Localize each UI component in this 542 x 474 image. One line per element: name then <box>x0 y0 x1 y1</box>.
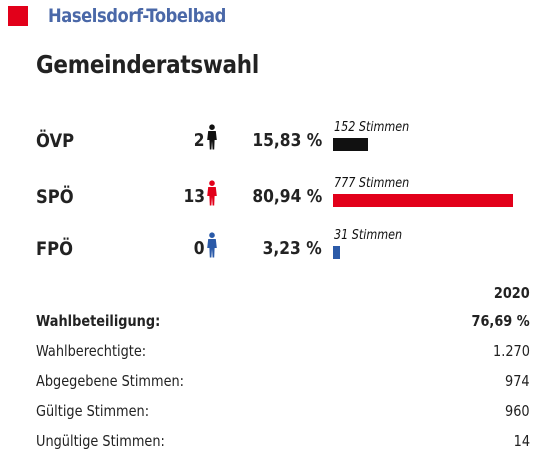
stats-row: Wahlberechtigte: 1.270 <box>36 336 530 366</box>
seat-count: 2 <box>194 130 205 151</box>
stats-value: 1.270 <box>493 342 530 360</box>
stats-row: Abgegebene Stimmen: 974 <box>36 366 530 396</box>
person-icon <box>207 180 217 206</box>
party-row: FPÖ 0 3,23 % 31 Stimmen <box>0 228 542 268</box>
stats-value: 960 <box>505 402 530 420</box>
person-icon <box>207 124 217 150</box>
vote-percentage: 80,94 % <box>252 186 322 207</box>
stats-row: Gültige Stimmen: 960 <box>36 396 530 426</box>
party-name: SPÖ <box>36 186 74 208</box>
party-name: ÖVP <box>36 130 75 152</box>
stats-label: Wahlberechtigte: <box>36 342 147 360</box>
bar-label: 777 Stimmen <box>334 176 410 191</box>
bar-label: 31 Stimmen <box>334 228 403 243</box>
stats-label: Gültige Stimmen: <box>36 402 150 420</box>
vote-percentage: 15,83 % <box>252 130 322 151</box>
seat-count: 13 <box>183 186 205 207</box>
bar-label: 152 Stimmen <box>334 120 410 135</box>
stats-value: 974 <box>505 372 530 390</box>
seat-count: 0 <box>194 238 205 259</box>
vote-percentage: 3,23 % <box>262 238 322 259</box>
stats-year-row: 2020 <box>36 280 530 306</box>
party-row: ÖVP 2 15,83 % 152 Stimmen <box>0 120 542 160</box>
party-name: FPÖ <box>36 238 74 260</box>
stats-row: Ungültige Stimmen: 14 <box>36 426 530 456</box>
stats-label: Wahlbeteiligung: <box>36 312 161 330</box>
stats-table: 2020 Wahlbeteiligung: 76,69 % Wahlberechti… <box>36 280 530 456</box>
vote-bar <box>333 138 368 151</box>
stats-label: Abgegebene Stimmen: <box>36 372 185 390</box>
page-title: Gemeinderatswahl <box>36 50 259 79</box>
vote-bar <box>333 194 513 207</box>
vote-bar <box>333 246 340 259</box>
stats-row: Wahlbeteiligung: 76,69 % <box>36 306 530 336</box>
brand-square <box>8 6 28 26</box>
person-icon <box>207 232 217 258</box>
municipality-name: Haselsdorf-Tobelbad <box>48 5 226 27</box>
stats-value: 14 <box>513 432 530 450</box>
header: Haselsdorf-Tobelbad <box>8 4 255 28</box>
stats-label: Ungültige Stimmen: <box>36 432 165 450</box>
stats-year: 2020 <box>494 284 530 302</box>
stats-value: 76,69 % <box>471 312 530 330</box>
party-row: SPÖ 13 80,94 % 777 Stimmen <box>0 176 542 216</box>
